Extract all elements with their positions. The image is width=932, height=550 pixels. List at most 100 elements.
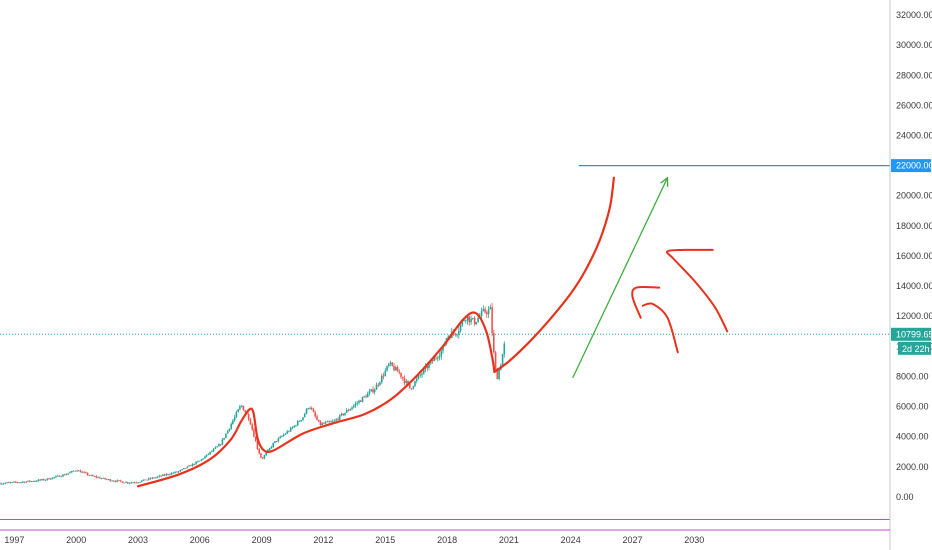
y-tick-label: 8000.00	[896, 371, 929, 381]
candle-body	[272, 443, 274, 447]
candle-body	[29, 480, 31, 482]
candle-body	[389, 362, 392, 365]
candle-body	[72, 470, 75, 472]
candle-body	[158, 475, 161, 477]
candle-body	[419, 375, 422, 376]
plot-area[interactable]	[0, 165, 890, 520]
candle-body	[193, 463, 196, 465]
candle-body	[494, 352, 497, 370]
candle-body	[209, 451, 211, 454]
candle-body	[6, 482, 8, 484]
target-price-label: 22000.00	[896, 161, 932, 171]
candle-body	[170, 473, 173, 475]
candle-body	[167, 474, 169, 475]
candle-body	[261, 457, 264, 459]
candle-body	[197, 461, 199, 462]
candle-body	[149, 478, 152, 480]
candle-body	[375, 384, 378, 390]
candle-body	[67, 473, 70, 475]
candle-body	[274, 441, 276, 443]
candle-body	[463, 320, 465, 322]
candle-body	[477, 317, 479, 323]
candle-body	[85, 472, 87, 474]
candlestick-series	[0, 302, 506, 485]
red-projection-curve[interactable]	[493, 176, 615, 373]
candle-body	[465, 320, 467, 322]
candle-body	[221, 439, 224, 445]
current-price-tag	[891, 327, 931, 341]
candle-body	[416, 378, 418, 382]
candle-body	[151, 477, 154, 479]
candle-body	[493, 333, 495, 353]
candle-body	[37, 479, 40, 481]
x-tick-label: 2015	[375, 535, 395, 545]
candle-body	[212, 448, 215, 452]
candle-body	[265, 452, 267, 456]
candle-body	[163, 474, 166, 476]
candle-body	[275, 441, 278, 442]
candle-body	[181, 469, 183, 471]
candle-body	[205, 454, 208, 457]
y-tick-label: 0.00	[896, 492, 914, 502]
candle-body	[39, 479, 42, 481]
candle-body	[165, 474, 168, 476]
red-scribble-large[interactable]	[666, 248, 729, 333]
candle-body	[377, 384, 380, 386]
candle-body	[396, 367, 399, 372]
candle-body	[298, 421, 301, 422]
candle-body	[247, 414, 250, 420]
candle-body	[51, 477, 54, 479]
candle-body	[279, 436, 281, 439]
candle-body	[195, 461, 197, 465]
candle-body	[253, 429, 255, 437]
candle-body	[32, 481, 35, 482]
candle-body	[132, 482, 134, 484]
candle-body	[395, 367, 397, 371]
candle-body	[65, 474, 68, 475]
candle-body	[260, 453, 262, 458]
candle-body	[97, 477, 99, 479]
candle-body	[317, 419, 320, 422]
candle-body	[489, 307, 492, 310]
red-scribble-medium[interactable]	[641, 302, 679, 354]
candle-body	[254, 436, 257, 442]
candle-body	[312, 409, 315, 412]
candle-body	[202, 458, 204, 460]
candle-body	[310, 408, 313, 410]
candle-body	[268, 448, 271, 450]
candle-body	[172, 472, 175, 474]
candle-body	[361, 397, 364, 402]
target-price-tag	[891, 159, 931, 173]
candle-body	[249, 419, 252, 425]
candle-body	[237, 409, 239, 413]
candle-body	[324, 422, 327, 424]
candle-body	[347, 410, 350, 411]
candle-body	[71, 471, 73, 473]
candle-body	[344, 412, 346, 416]
candle-body	[300, 420, 302, 422]
candle-body	[8, 482, 10, 484]
candle-body	[498, 369, 500, 379]
candle-body	[421, 373, 423, 376]
red-scribble-small[interactable]	[631, 285, 661, 319]
candle-body	[382, 375, 385, 377]
candle-body	[135, 482, 138, 484]
candle-body	[352, 405, 355, 408]
candle-body	[454, 333, 457, 335]
green-arrow-line[interactable]	[572, 177, 669, 379]
red-trend-curve[interactable]	[136, 311, 496, 488]
candle-body	[50, 478, 52, 480]
candle-body	[480, 310, 483, 316]
candle-body	[46, 478, 49, 480]
candle-body	[244, 410, 246, 413]
candle-body	[501, 354, 504, 366]
candle-body	[270, 446, 273, 448]
candle-body	[116, 480, 119, 482]
candle-body	[486, 312, 488, 314]
candle-body	[326, 421, 329, 423]
candle-body	[256, 441, 259, 450]
candle-body	[233, 416, 236, 421]
candle-body	[225, 433, 227, 438]
candle-body	[11, 482, 14, 483]
